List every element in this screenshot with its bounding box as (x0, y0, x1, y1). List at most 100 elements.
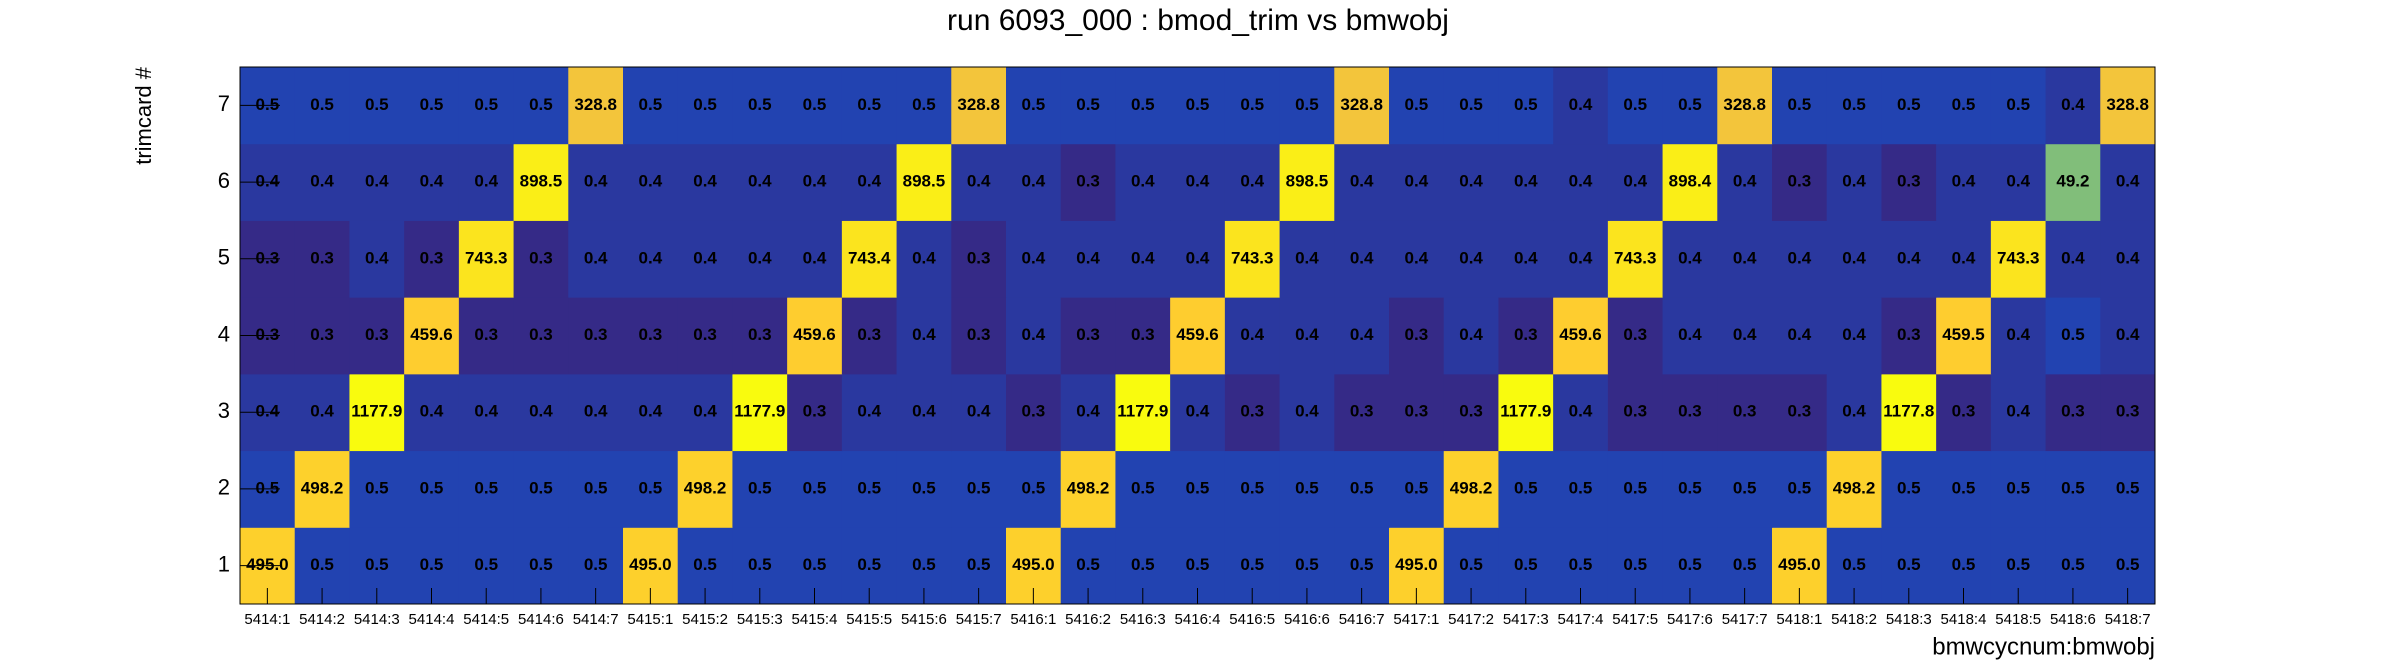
heatmap-cell (1772, 143, 1828, 221)
cell-label: 0.3 (1076, 172, 1100, 191)
cell-label: 0.4 (1240, 172, 1264, 191)
cell-label: 0.3 (1733, 402, 1757, 421)
cell-label: 0.5 (365, 478, 389, 497)
x-tick-label: 5414:2 (299, 611, 345, 628)
heatmap-cell (1115, 297, 1171, 375)
cell-label: 0.5 (2061, 555, 2085, 574)
cell-label: 0.5 (2006, 478, 2030, 497)
cell-label: 0.5 (365, 95, 389, 114)
x-tick-label: 5417:2 (1448, 611, 1494, 628)
heatmap-cell (732, 220, 788, 298)
heatmap-cell (294, 67, 350, 145)
heatmap-cell (1717, 67, 1773, 145)
heatmap-cell (1662, 450, 1718, 528)
cell-label: 743.3 (465, 248, 508, 267)
heatmap-cell (1224, 67, 1281, 145)
cell-label: 0.4 (365, 172, 389, 191)
heatmap-cell (841, 67, 898, 145)
heatmap-cell (294, 297, 350, 375)
cell-label: 0.4 (1295, 248, 1319, 267)
cell-label: 0.4 (1952, 248, 1976, 267)
cell-label: 0.5 (967, 555, 991, 574)
cell-label: 498.2 (1450, 478, 1493, 497)
cell-label: 0.4 (1623, 172, 1647, 191)
heatmap-cell (1717, 143, 1773, 221)
heatmap-cell (787, 297, 843, 375)
heatmap-cell (568, 220, 624, 298)
cell-label: 0.5 (1842, 555, 1866, 574)
cell-label: 0.4 (1569, 172, 1593, 191)
x-tick-label: 5418:6 (2050, 611, 2096, 628)
cell-label: 0.4 (1514, 172, 1538, 191)
heatmap-cell (1607, 373, 1664, 452)
cell-label: 0.4 (1842, 172, 1866, 191)
heatmap-cell (1772, 297, 1828, 375)
heatmap-cell (1443, 450, 1499, 528)
heatmap-cell (677, 373, 733, 452)
cell-label: 0.3 (365, 325, 389, 344)
cell-label: 1177.9 (351, 402, 402, 421)
heatmap-cell (404, 373, 460, 452)
heatmap-cell (1498, 373, 1554, 452)
heatmap-cell (1881, 67, 1937, 145)
heatmap-cell (349, 143, 405, 221)
heatmap-cell (458, 220, 515, 298)
heatmap-cell (951, 297, 1007, 375)
cell-label: 0.5 (1240, 95, 1264, 114)
heatmap-cell (951, 67, 1007, 145)
x-tick-label: 5414:3 (354, 611, 400, 628)
cell-label: 0.4 (584, 402, 608, 421)
cell-label: 0.4 (1733, 248, 1757, 267)
cell-label: 0.4 (1022, 248, 1046, 267)
chart-title: run 6093_000 : bmod_trim vs bmwobj (947, 4, 1449, 37)
heatmap-cell (896, 67, 952, 145)
cell-label: 0.4 (639, 402, 663, 421)
cell-label: 0.5 (803, 555, 827, 574)
heatmap-cell (1990, 373, 2047, 452)
heatmap-cell (1772, 67, 1828, 145)
heatmap-cell (2100, 143, 2156, 221)
cell-label: 0.4 (420, 402, 444, 421)
cell-label: 0.5 (748, 478, 772, 497)
heatmap-cell (1279, 373, 1335, 452)
heatmap-cell (1553, 297, 1609, 375)
cell-label: 898.5 (520, 172, 563, 191)
cell-label: 0.4 (1076, 402, 1100, 421)
cell-label: 49.2 (2056, 172, 2089, 191)
cell-label: 0.4 (1131, 172, 1155, 191)
cell-label: 0.4 (1514, 248, 1538, 267)
cell-label: 0.3 (1131, 325, 1155, 344)
heatmap-cell (513, 67, 569, 145)
heatmap-cell (1334, 143, 1390, 221)
cell-label: 0.3 (639, 325, 663, 344)
cell-label: 0.3 (2061, 402, 2085, 421)
y-tick-label: 5 (218, 245, 230, 270)
heatmap-cell (1389, 373, 1445, 452)
heatmap-cell (1553, 450, 1609, 528)
heatmap-cell (2045, 67, 2101, 145)
heatmap-cell (1772, 373, 1828, 452)
heatmap-cell (568, 297, 624, 375)
heatmap-cell (568, 143, 624, 221)
x-tick-label: 5418:4 (1941, 611, 1987, 628)
cell-label: 0.4 (420, 172, 444, 191)
cell-label: 0.5 (1788, 478, 1812, 497)
heatmap-cell (896, 450, 952, 528)
heatmap-cell (513, 373, 569, 452)
heatmap-cell (1389, 220, 1445, 298)
cell-label: 0.4 (1733, 325, 1757, 344)
heatmap-cell (787, 67, 843, 145)
y-tick-label: 2 (218, 475, 230, 500)
heatmap-cell (1990, 220, 2047, 298)
cell-label: 0.4 (803, 248, 827, 267)
heatmap-cell (568, 67, 624, 145)
x-tick-label: 5416:2 (1065, 611, 1111, 628)
x-tick-label: 5417:6 (1667, 611, 1713, 628)
heatmap-cell (1498, 450, 1554, 528)
cell-label: 0.5 (912, 555, 936, 574)
cell-label: 0.4 (857, 172, 881, 191)
heatmap-cell (1279, 67, 1335, 145)
x-axis-title: bmwcycnum:bmwobj (1932, 633, 2155, 660)
cell-label: 495.0 (246, 555, 289, 574)
x-tick-label: 5416:3 (1120, 611, 1166, 628)
